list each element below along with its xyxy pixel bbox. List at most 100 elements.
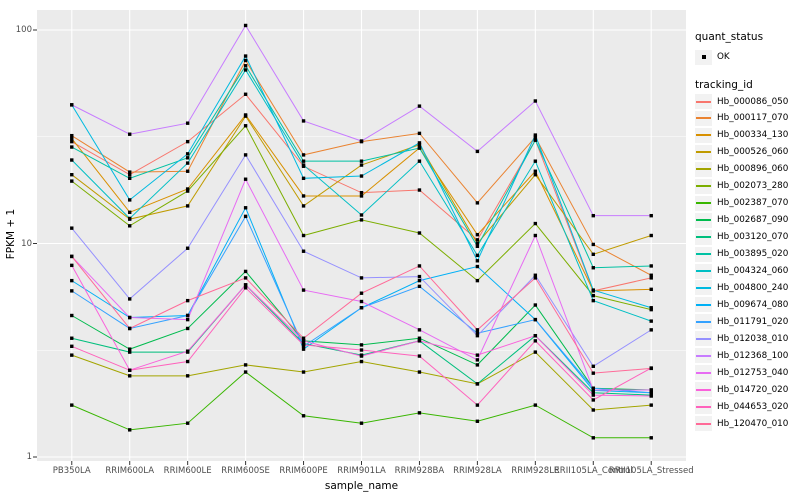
data-point bbox=[591, 242, 595, 247]
legend-item-Hb_009674_080: Hb_009674_080 bbox=[695, 297, 788, 313]
data-point bbox=[591, 388, 595, 392]
legend-item-Hb_000526_060: Hb_000526_060 bbox=[695, 144, 788, 160]
data-point bbox=[185, 374, 190, 378]
data-point bbox=[533, 273, 538, 277]
data-point bbox=[475, 201, 480, 205]
legend-key-box bbox=[695, 195, 712, 211]
data-point bbox=[70, 289, 74, 293]
x-tick-label: PB350LA bbox=[52, 466, 91, 476]
data-point bbox=[417, 188, 422, 192]
data-point bbox=[475, 363, 480, 367]
legend-key-box bbox=[695, 280, 712, 296]
legend-key-box bbox=[695, 229, 712, 245]
x-tick-label: RRIM600LE bbox=[163, 466, 212, 476]
data-point bbox=[359, 306, 364, 310]
data-point bbox=[475, 149, 480, 154]
data-point bbox=[128, 198, 132, 202]
data-point bbox=[70, 133, 74, 138]
data-point bbox=[70, 179, 74, 183]
legend-item-Hb_002073_280: Hb_002073_280 bbox=[695, 178, 788, 194]
legend-item-label: Hb_012753_040 bbox=[717, 367, 789, 378]
series-color-line-icon bbox=[696, 320, 711, 323]
legend-key-box bbox=[695, 399, 712, 415]
data-point bbox=[591, 408, 595, 412]
data-point bbox=[417, 339, 422, 343]
legend-key-box bbox=[695, 382, 712, 398]
data-point bbox=[475, 232, 480, 237]
data-point bbox=[128, 173, 132, 177]
legend-item-Hb_012753_040: Hb_012753_040 bbox=[695, 365, 788, 381]
data-point bbox=[359, 174, 364, 178]
data-point bbox=[649, 366, 653, 371]
data-point bbox=[475, 333, 480, 338]
data-point bbox=[359, 421, 364, 425]
data-point bbox=[649, 391, 653, 395]
series-color-line-icon bbox=[696, 303, 711, 306]
data-point bbox=[301, 339, 306, 343]
legend-item-label: Hb_044653_020 bbox=[717, 401, 789, 412]
data-point bbox=[591, 213, 595, 218]
data-point bbox=[417, 141, 422, 145]
series-color-line-icon bbox=[696, 388, 711, 391]
data-point bbox=[128, 368, 132, 372]
x-axis-title: sample_name bbox=[324, 480, 399, 492]
data-point bbox=[417, 370, 422, 374]
data-point bbox=[185, 187, 190, 191]
data-point bbox=[185, 349, 190, 353]
data-point bbox=[591, 436, 595, 440]
data-point bbox=[417, 411, 422, 415]
legend-item-label: Hb_000086_050 bbox=[717, 96, 789, 107]
data-point bbox=[359, 218, 364, 222]
data-point bbox=[70, 173, 74, 177]
x-tick-label: RRIM928BA bbox=[394, 466, 445, 476]
data-point bbox=[591, 288, 595, 292]
data-point bbox=[243, 286, 248, 290]
legend-key-box bbox=[695, 110, 712, 126]
data-point bbox=[533, 339, 538, 343]
legend-key-box bbox=[695, 297, 712, 313]
legend-item-label: Hb_000334_130 bbox=[717, 130, 789, 141]
legend-item-label: Hb_011791_020 bbox=[717, 316, 789, 327]
legend-item-Hb_120470_010: Hb_120470_010 bbox=[695, 416, 788, 432]
data-point bbox=[70, 139, 74, 144]
data-point bbox=[301, 194, 306, 198]
data-point bbox=[417, 143, 422, 147]
data-point bbox=[591, 252, 595, 257]
data-point bbox=[128, 210, 132, 215]
series-color-line-icon bbox=[696, 405, 711, 408]
data-point bbox=[243, 363, 248, 367]
data-point bbox=[185, 326, 190, 331]
data-point bbox=[591, 386, 595, 390]
legend-key-box bbox=[695, 144, 712, 160]
data-point bbox=[359, 213, 364, 217]
legend-item-label: Hb_000896_060 bbox=[717, 164, 789, 175]
data-point bbox=[301, 119, 306, 123]
data-point bbox=[70, 336, 74, 340]
data-point bbox=[243, 283, 248, 287]
legend-key-box bbox=[695, 161, 712, 177]
data-point bbox=[533, 169, 538, 173]
data-point bbox=[649, 264, 653, 268]
data-point bbox=[243, 54, 248, 58]
series-color-line-icon bbox=[696, 219, 711, 222]
data-point bbox=[417, 264, 422, 268]
data-point bbox=[243, 23, 248, 28]
legend-item-Hb_004800_240: Hb_004800_240 bbox=[695, 280, 788, 296]
data-point bbox=[417, 278, 422, 283]
data-point bbox=[301, 336, 306, 340]
data-point bbox=[185, 189, 190, 193]
series-color-line-icon bbox=[696, 286, 711, 289]
data-point bbox=[128, 297, 132, 301]
legend-title-tracking-id: tracking_id bbox=[695, 79, 753, 91]
data-point bbox=[185, 317, 190, 322]
data-point bbox=[591, 391, 595, 395]
data-point bbox=[649, 276, 653, 280]
legend-item-Hb_044653_020: Hb_044653_020 bbox=[695, 399, 788, 415]
data-point bbox=[359, 359, 364, 364]
data-point bbox=[649, 403, 653, 407]
legend-item-Hb_000334_130: Hb_000334_130 bbox=[695, 127, 788, 143]
series-color-line-icon bbox=[696, 185, 711, 188]
legend-item-label: Hb_000117_070 bbox=[717, 113, 789, 124]
